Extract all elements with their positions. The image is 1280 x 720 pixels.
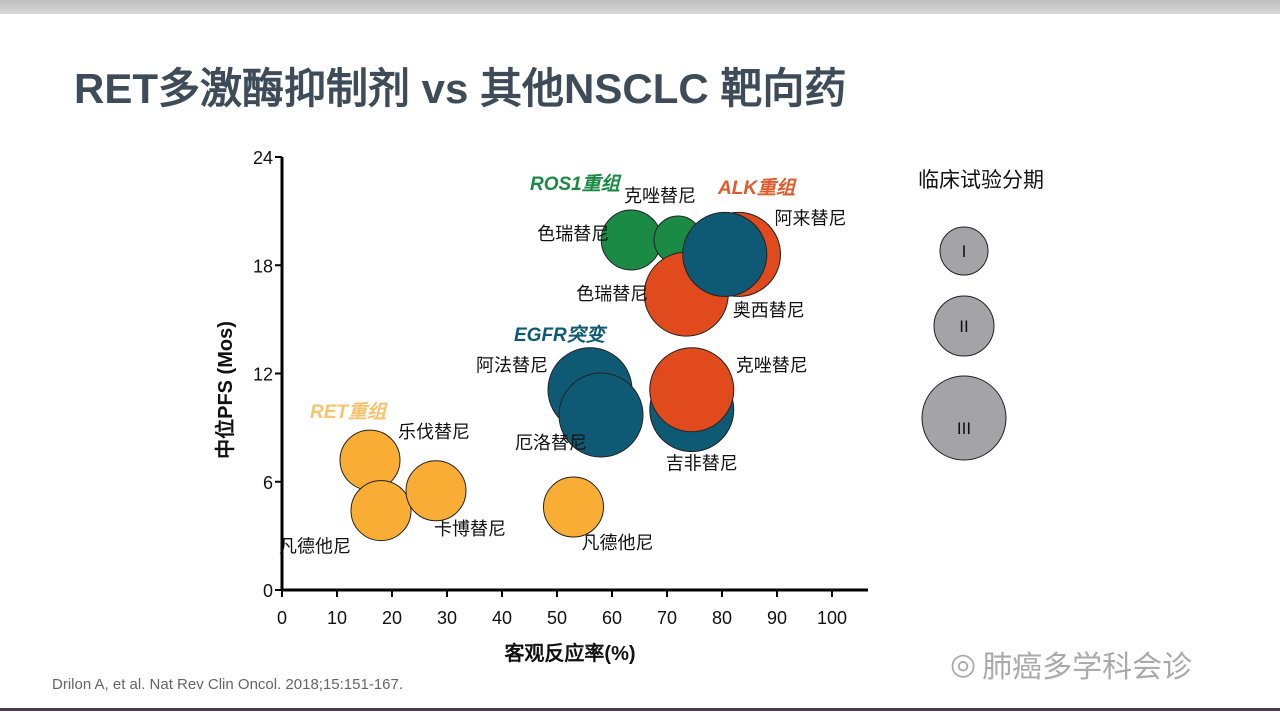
bubble-label: 凡德他尼: [582, 533, 654, 553]
x-tick-label: 50: [547, 608, 567, 628]
bubble-label: 厄洛替尼: [515, 433, 587, 453]
y-tick-label: 12: [253, 365, 273, 385]
watermark-text: 肺癌多学科会诊: [982, 651, 1193, 684]
x-tick-label: 100: [817, 608, 847, 628]
x-tick-label: 80: [712, 608, 732, 628]
x-tick-label: 40: [492, 608, 512, 628]
legend-title: 临床试验分期: [918, 169, 1044, 192]
watermark: ◎ 肺癌多学科会诊: [950, 642, 1192, 686]
bubble-label: 卡博替尼: [434, 519, 506, 539]
bubble-厄洛替尼: [558, 372, 644, 458]
legend-entry: III: [957, 419, 971, 438]
bubble-label: 阿来替尼: [775, 208, 847, 228]
legend-bubble: [933, 295, 995, 357]
x-tick-label: 10: [327, 608, 347, 628]
bubble-乐伐替尼: [339, 429, 401, 491]
slide-title: RET多激酶抑制剂 vs 其他NSCLC 靶向药: [74, 65, 847, 112]
x-axis-label: 客观反应率(%): [503, 641, 635, 665]
legend-bubble: [939, 226, 989, 276]
legend-entry: I: [962, 242, 967, 261]
top-bar: [0, 0, 1280, 14]
y-tick-label: 18: [253, 256, 273, 276]
bubble-label: 凡德他尼: [279, 537, 351, 557]
y-axis-label: 中位PFS (Mos): [213, 321, 237, 459]
y-tick-label: 0: [263, 581, 273, 601]
y-tick-label: 6: [263, 473, 273, 493]
y-tick-label: 24: [253, 148, 273, 168]
bubble-克唑替尼: [649, 347, 735, 433]
x-tick-label: 90: [767, 608, 787, 628]
x-tick-label: 0: [277, 608, 287, 628]
bubble-label: 克唑替尼: [624, 186, 696, 206]
legend-bubble: [921, 375, 1007, 461]
bubble-凡德他尼: [543, 476, 604, 538]
bubble-label: 色瑞替尼: [576, 284, 648, 304]
bottom-bar: [0, 708, 1280, 711]
group-label: ALK重组: [717, 177, 797, 199]
citation: Drilon A, et al. Nat Rev Clin Oncol. 201…: [52, 676, 404, 693]
bubble-label: 吉非替尼: [666, 454, 738, 474]
bubble-卡博替尼: [405, 460, 467, 522]
bubble-label: 乐伐替尼: [398, 422, 470, 442]
x-tick-label: 70: [657, 608, 677, 628]
bubble-label: 奥西替尼: [733, 300, 805, 320]
x-tick-label: 30: [437, 608, 457, 628]
legend-entry: II: [959, 317, 968, 336]
group-label: ROS1重组: [530, 173, 622, 195]
bubble-奥西替尼: [682, 211, 768, 297]
bubble-凡德他尼: [350, 480, 412, 542]
x-tick-label: 60: [602, 608, 622, 628]
bubble-label: 阿法替尼: [476, 356, 548, 376]
x-tick-label: 20: [382, 608, 402, 628]
group-label: RET重组: [310, 401, 388, 423]
bubble-label: 色瑞替尼: [537, 224, 609, 244]
group-label: EGFR突变: [514, 324, 608, 346]
wechat-icon: ◎: [950, 647, 977, 681]
bubble-label: 克唑替尼: [736, 356, 808, 376]
bubble-色瑞替尼: [600, 209, 662, 271]
